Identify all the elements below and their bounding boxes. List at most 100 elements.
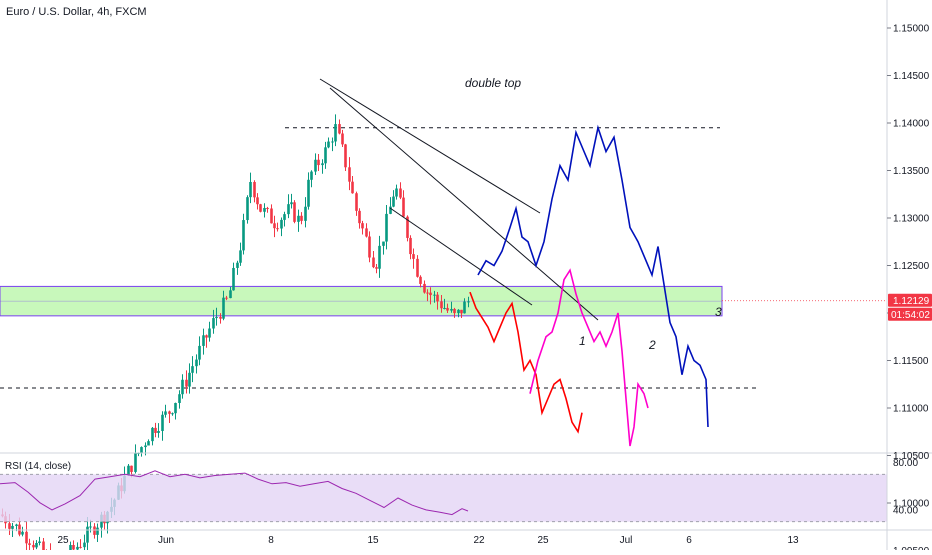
candle-body <box>365 228 368 237</box>
candle-body <box>42 541 45 553</box>
candle-body <box>208 328 211 338</box>
candle-body <box>436 294 439 302</box>
time-tick-label: 25 <box>57 535 69 546</box>
price-tick-label: 1.11000 <box>893 404 929 415</box>
candle-body <box>185 379 188 387</box>
time-tick-label: Jul <box>620 535 633 546</box>
candle-body <box>327 141 330 148</box>
price-tick-label: 1.14500 <box>893 71 930 82</box>
candle-body <box>242 220 245 251</box>
horizontal-levels <box>0 127 887 389</box>
candle-body <box>79 546 82 548</box>
candle-body <box>86 526 89 543</box>
candle-body <box>280 219 283 229</box>
support-resistance-zone <box>0 285 723 317</box>
candle-body <box>164 411 167 415</box>
candle-body <box>419 276 422 284</box>
countdown-value: 01:54:02 <box>891 310 930 321</box>
candle-body <box>453 308 456 314</box>
candle-body <box>161 414 164 431</box>
scenario-paths <box>469 124 709 447</box>
candle-body <box>212 318 215 329</box>
candle-body <box>385 213 388 242</box>
candle-body <box>300 215 303 221</box>
candle-body <box>28 543 31 545</box>
double-top-label: double top <box>465 76 521 90</box>
candle-body <box>249 181 252 198</box>
scenario-1-label: 1 <box>579 334 586 348</box>
scenario-1-path <box>469 291 583 434</box>
candle-body <box>372 257 375 268</box>
price-tick-label: 1.12500 <box>893 261 930 272</box>
candle-body <box>440 301 443 309</box>
candle-body <box>219 316 222 319</box>
candle-body <box>348 167 351 182</box>
candle-body <box>361 223 364 229</box>
candle-body <box>195 359 198 367</box>
candle-body <box>205 335 208 338</box>
candle-body <box>341 133 344 145</box>
candle-body <box>358 210 361 224</box>
candle-body <box>426 292 429 294</box>
candle-body <box>178 394 181 403</box>
candle-body <box>222 297 225 319</box>
time-tick-label: 13 <box>787 535 799 546</box>
scenario-2-path <box>529 268 649 447</box>
candle-body <box>25 531 28 544</box>
candle-body <box>399 188 402 198</box>
candle-body <box>253 181 256 198</box>
rsi-label: RSI (14, close) <box>5 461 71 472</box>
candle-body <box>450 308 453 311</box>
candle-body <box>310 171 313 180</box>
price-tick-label: 1.13500 <box>893 166 930 177</box>
candle-body <box>344 144 347 168</box>
candle-body <box>375 267 378 269</box>
price-tick-label: 1.09500 <box>893 546 930 550</box>
candle-body <box>144 445 147 448</box>
candle-body <box>32 544 35 548</box>
price-tick-label: 1.15000 <box>893 24 930 35</box>
candle-body <box>215 316 218 319</box>
candle-body <box>338 124 341 134</box>
scenario-3-label: 3 <box>715 305 722 319</box>
current-price-tag <box>888 293 932 307</box>
candle-body <box>304 206 307 221</box>
candle-body <box>140 447 143 453</box>
price-tick-label: 1.14000 <box>893 119 930 130</box>
candle-body <box>256 197 259 205</box>
candle-body <box>147 441 150 446</box>
candle-body <box>225 297 228 299</box>
candle-body <box>236 262 239 268</box>
candle-body <box>429 292 432 296</box>
descending-channel <box>319 78 599 321</box>
candle-body <box>406 216 409 238</box>
candle-body <box>351 181 354 194</box>
candle-body <box>188 372 191 387</box>
time-tick-label: 6 <box>686 535 692 546</box>
candle-body <box>246 197 249 221</box>
candle-body <box>331 141 334 143</box>
scenario-2-label: 2 <box>648 338 656 352</box>
candle-body <box>239 250 242 263</box>
channel-lower-line <box>389 207 533 306</box>
candle-body <box>151 427 154 442</box>
candle-body <box>38 541 41 544</box>
candle-body <box>402 197 405 217</box>
candle-body <box>297 215 300 222</box>
candle-body <box>293 202 296 222</box>
price-tick-label: 1.10500 <box>893 451 930 462</box>
candle-body <box>317 159 320 166</box>
time-tick-label: 22 <box>473 535 485 546</box>
candle-body <box>154 427 157 433</box>
candle-body <box>433 294 436 296</box>
candle-body <box>287 204 290 215</box>
time-tick-label: 25 <box>537 535 549 546</box>
candle-body <box>72 544 75 550</box>
candle-body <box>273 223 276 229</box>
candle-body <box>378 245 381 269</box>
candle-body <box>76 546 79 550</box>
candle-body <box>134 453 137 472</box>
